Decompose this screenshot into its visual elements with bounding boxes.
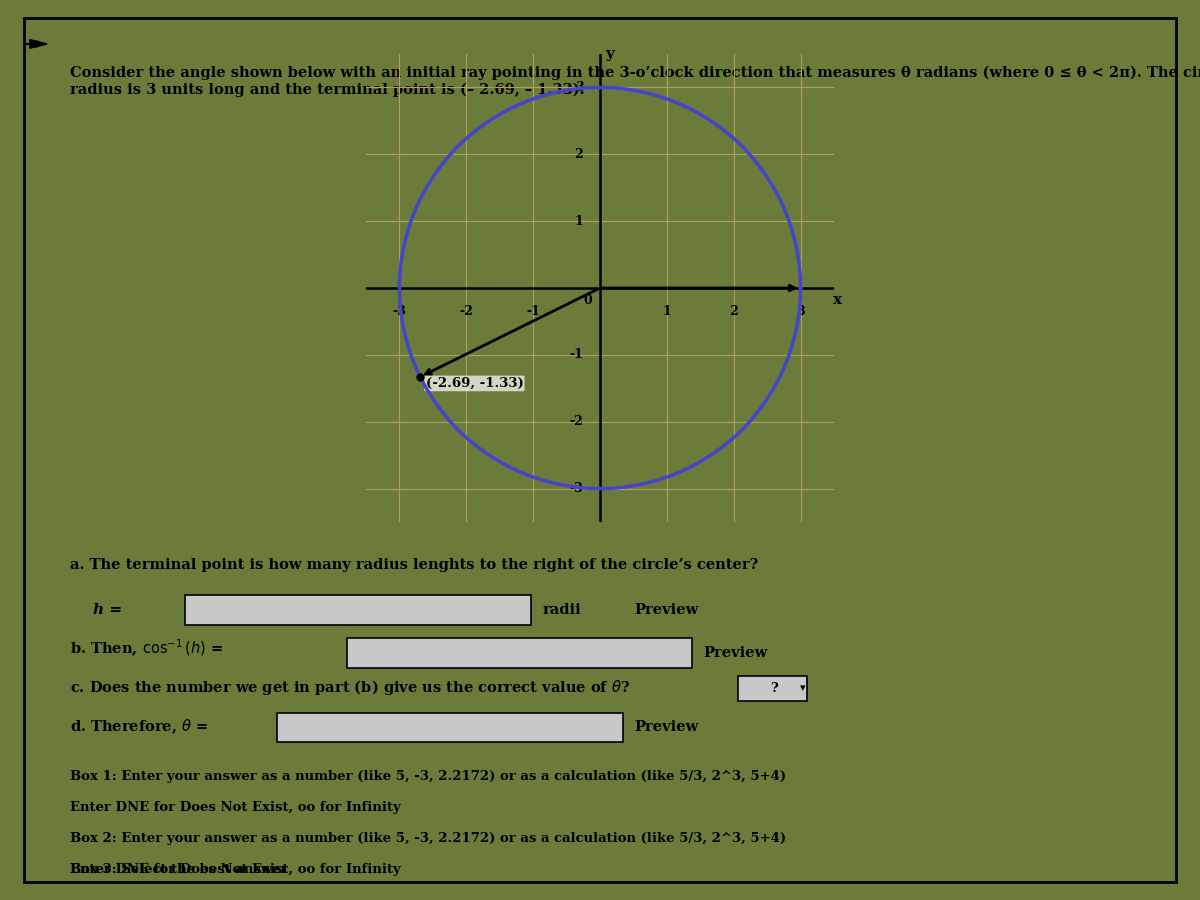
FancyBboxPatch shape — [277, 713, 623, 742]
Text: -1: -1 — [570, 348, 583, 362]
Text: 3: 3 — [575, 81, 583, 94]
Text: 3: 3 — [797, 305, 805, 318]
Text: c. Does the number we get in part (b) give us the correct value of $\theta$?: c. Does the number we get in part (b) gi… — [70, 678, 630, 698]
Text: 1: 1 — [575, 214, 583, 228]
Text: (-2.69, -1.33): (-2.69, -1.33) — [426, 377, 523, 390]
Text: -1: -1 — [527, 305, 540, 318]
Text: -3: -3 — [392, 305, 407, 318]
Text: -2: -2 — [460, 305, 473, 318]
Text: d. Therefore, $\theta$ =: d. Therefore, $\theta$ = — [70, 717, 210, 736]
FancyBboxPatch shape — [185, 595, 530, 625]
Text: b. Then, $\cos^{-1}(h)$ =: b. Then, $\cos^{-1}(h)$ = — [70, 638, 224, 660]
Text: radii: radii — [542, 603, 581, 616]
Text: Enter DNE for Does Not Exist, oo for Infinity: Enter DNE for Does Not Exist, oo for Inf… — [70, 863, 401, 876]
Text: ?: ? — [770, 682, 779, 695]
Text: 2: 2 — [730, 305, 738, 318]
Text: Box 1: Enter your answer as a number (like 5, -3, 2.2172) or as a calculation (l: Box 1: Enter your answer as a number (li… — [70, 770, 786, 783]
Text: 1: 1 — [662, 305, 671, 318]
Text: Box 3: Select the best answer: Box 3: Select the best answer — [70, 863, 288, 876]
Text: Consider the angle shown below with an initial ray pointing in the 3-o’clock dir: Consider the angle shown below with an i… — [70, 66, 1200, 96]
Text: Preview: Preview — [635, 720, 698, 734]
Text: Box 2: Enter your answer as a number (like 5, -3, 2.2172) or as a calculation (l: Box 2: Enter your answer as a number (li… — [70, 832, 786, 845]
Text: ▾: ▾ — [800, 683, 806, 694]
Text: x: x — [833, 293, 842, 307]
Text: 2: 2 — [575, 148, 583, 161]
Text: -2: -2 — [570, 415, 583, 428]
Text: a. The terminal point is how many radius lenghts to the right of the circle’s ce: a. The terminal point is how many radius… — [70, 558, 758, 572]
FancyBboxPatch shape — [347, 638, 692, 668]
Text: -3: -3 — [570, 482, 583, 495]
FancyBboxPatch shape — [738, 677, 808, 700]
Text: h =: h = — [94, 603, 127, 616]
Text: Preview: Preview — [703, 646, 768, 660]
Text: y: y — [606, 47, 614, 61]
Text: Enter DNE for Does Not Exist, oo for Infinity: Enter DNE for Does Not Exist, oo for Inf… — [70, 801, 401, 814]
Text: 0: 0 — [583, 293, 593, 307]
Text: Preview: Preview — [635, 603, 698, 616]
Polygon shape — [30, 40, 47, 49]
